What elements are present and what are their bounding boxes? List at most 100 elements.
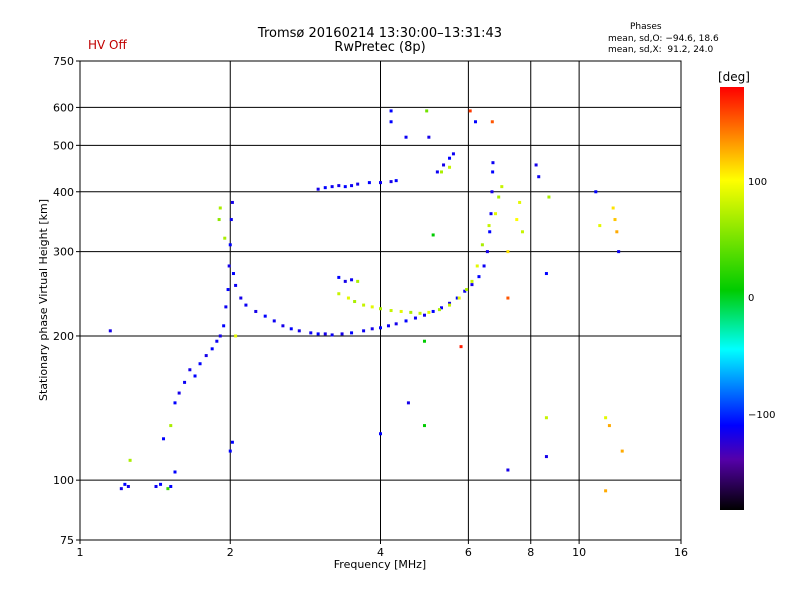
echo-point <box>448 301 452 305</box>
echo-point <box>210 347 214 351</box>
y-tick-label: 750 <box>53 55 74 68</box>
echo-point <box>350 184 354 188</box>
echo-point <box>297 329 301 333</box>
echo-point <box>362 303 366 307</box>
y-tick-label: 75 <box>60 534 74 547</box>
echo-point <box>598 224 602 228</box>
echo-point <box>534 163 538 167</box>
echo-point <box>491 170 495 174</box>
echo-point <box>356 182 360 186</box>
echo-point <box>389 120 393 124</box>
echo-point <box>506 296 510 300</box>
echo-point <box>254 309 258 313</box>
echo-point <box>226 288 230 292</box>
echo-point <box>173 401 177 405</box>
echo-point <box>343 185 347 189</box>
colorbar-tick-label: −100 <box>748 410 776 421</box>
echo-point <box>218 206 222 210</box>
echo-point <box>494 212 498 216</box>
echo-point <box>409 310 413 314</box>
echo-point <box>362 329 366 333</box>
echo-point <box>227 264 231 268</box>
x-tick-label: 10 <box>572 546 586 559</box>
echo-point <box>234 334 238 338</box>
echo-point <box>470 283 474 287</box>
echo-point <box>431 233 435 237</box>
echo-point <box>230 440 234 444</box>
echo-point <box>515 218 519 222</box>
x-tick-label: 8 <box>527 546 534 559</box>
echo-point <box>323 332 327 336</box>
echo-point <box>128 458 132 462</box>
echo-point <box>162 437 166 441</box>
echo-point <box>370 305 374 309</box>
echo-point <box>353 300 357 304</box>
echo-point <box>119 487 123 491</box>
echo-point <box>169 484 173 488</box>
echo-point <box>437 308 441 312</box>
phases-heading: Phases <box>630 22 662 32</box>
y-tick-label: 100 <box>53 474 74 487</box>
echo-point <box>350 331 354 335</box>
echo-point <box>470 279 474 283</box>
axis-ticks <box>76 60 682 544</box>
echo-point <box>425 109 429 113</box>
colorbar-tick-label: 0 <box>748 293 755 304</box>
echo-point <box>594 190 598 194</box>
echo-point <box>480 243 484 247</box>
echo-point <box>234 283 238 287</box>
x-axis-label: Frequency [MHz] <box>334 558 426 571</box>
echo-point <box>607 424 611 428</box>
echo-point <box>183 380 187 384</box>
grid-lines <box>80 61 681 540</box>
x-tick-label: 4 <box>377 546 384 559</box>
echo-point <box>169 424 173 428</box>
echo-point <box>468 109 472 113</box>
echo-point <box>485 250 489 254</box>
echo-point <box>490 190 494 194</box>
echo-point <box>173 470 177 474</box>
echo-point <box>188 368 192 372</box>
echo-point <box>346 296 350 300</box>
echo-point <box>537 175 541 179</box>
echo-point <box>617 250 621 254</box>
echo-point <box>379 307 382 311</box>
echo-point <box>222 324 226 328</box>
echo-point <box>386 324 390 328</box>
phase-colorbar <box>720 87 744 510</box>
echo-point <box>217 218 221 222</box>
echo-point <box>350 278 354 282</box>
echo-point <box>230 200 234 204</box>
echo-point <box>475 264 479 268</box>
y-tick-label: 300 <box>53 246 74 259</box>
echo-point <box>123 482 127 486</box>
echo-point <box>370 327 374 331</box>
echo-point <box>330 333 334 337</box>
echo-point <box>289 327 293 331</box>
x-tick-label: 1 <box>77 546 84 559</box>
echo-point <box>448 156 452 160</box>
tick-labels: 1 2 4 6 8 10 16 75 100 200 300 400 500 600 750 <box>53 55 688 559</box>
y-tick-label: 400 <box>53 186 74 199</box>
echo-point <box>457 296 461 300</box>
phase-x-stats: mean, sd,X: 91.2, 24.0 <box>608 45 714 55</box>
echo-point <box>228 449 232 453</box>
echo-point <box>490 120 494 124</box>
data-points <box>108 109 624 493</box>
echo-point <box>337 275 341 279</box>
echo-point <box>337 292 341 296</box>
echo-point <box>440 170 444 174</box>
echo-point <box>379 432 382 436</box>
echo-point <box>465 288 469 292</box>
echo-point <box>166 487 170 491</box>
echo-point <box>422 313 426 317</box>
echo-point <box>367 181 371 185</box>
echo-point <box>399 309 403 313</box>
echo-point <box>356 279 360 283</box>
echo-point <box>389 309 393 313</box>
echo-point <box>263 314 267 318</box>
echo-point <box>463 289 467 293</box>
echo-point <box>239 296 243 300</box>
echo-point <box>309 331 313 335</box>
echo-point <box>489 212 493 216</box>
